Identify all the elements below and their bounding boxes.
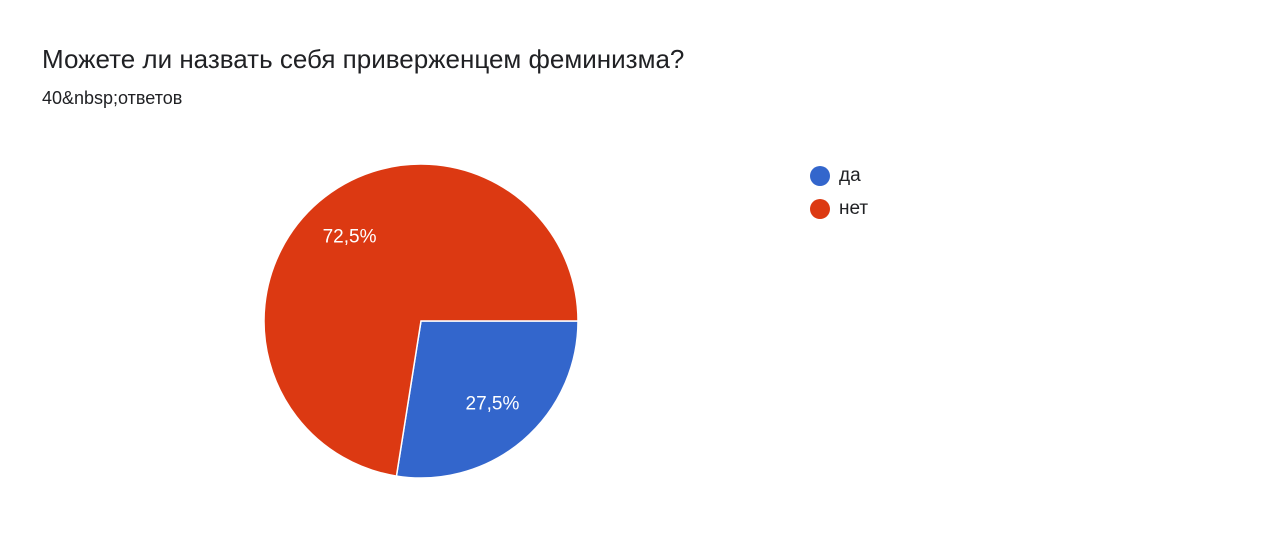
chart-subtitle: 40&nbsp;ответов [42,88,182,108]
pie-slice [263,163,579,477]
chart-title: Можете ли назвать себя приверженцем феми… [42,44,684,74]
legend-marker [810,199,830,219]
legend-label: нет [839,198,868,219]
legend-marker [810,166,830,186]
data-label: 27,5% [466,394,520,415]
pie-slice [395,320,579,479]
legend-label: да [839,165,861,186]
data-label: 72,5% [323,226,377,247]
